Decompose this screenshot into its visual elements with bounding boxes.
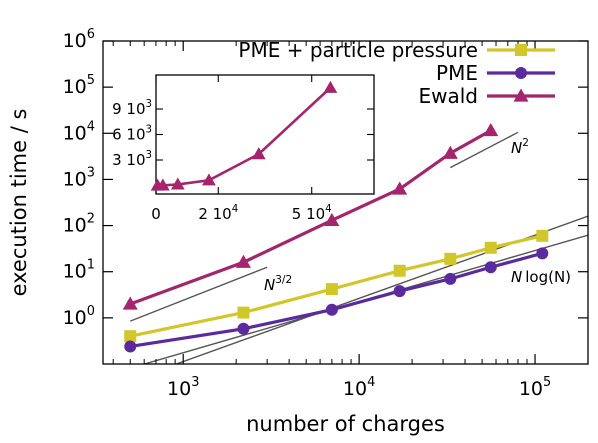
data-point [122,296,138,310]
legend-marker [513,88,529,102]
legend-marker [515,44,527,56]
y-tick-label: 103 [63,165,95,190]
y-tick-label: 106 [63,27,95,52]
inset-data-point [251,147,266,160]
inset-y-tick-label: 6 103 [112,125,152,144]
data-point [442,145,458,159]
data-point [393,285,406,298]
inset-x-tick-label: 0 [151,205,161,223]
data-point [237,306,250,319]
inset-data-point [155,178,170,191]
y-tick-label: 102 [63,212,95,237]
legend-label: PME + particle pressure [238,38,478,62]
inset-data-point [170,177,185,190]
legend-entry: PME + particle pressure [238,38,555,62]
data-point [325,283,338,296]
legend-label: PME [436,61,478,85]
inset-series [150,80,338,191]
x-axis-title: number of charges [246,412,445,436]
legend-marker [515,67,527,79]
inset-x-tick-label: 2 104 [198,204,238,223]
legend-label: Ewald [418,84,478,108]
data-point [484,261,497,274]
series-0 [124,229,549,343]
data-point [235,254,251,268]
reference-line-label: N3/2 [264,274,292,294]
y-tick-label: 104 [63,119,95,144]
data-point [444,252,457,265]
data-point [124,340,137,353]
data-point [444,272,457,285]
inset-data-point [202,173,216,186]
data-point [536,247,549,260]
legend-entry: Ewald [418,84,555,108]
series-line [130,251,543,349]
data-point [393,264,406,277]
data-point [392,181,408,195]
y-tick-label: 105 [63,73,95,98]
data-point [325,303,338,316]
series-2 [122,122,499,310]
data-point [124,330,137,343]
data-point [237,322,250,335]
inset-y-tick-label: 9 103 [112,99,152,118]
series-1 [124,247,549,353]
axes: 103 104 105 100 101 102 103 104 105 106 [63,27,588,400]
reference-line-1 [129,266,268,322]
x-tick-label: 103 [167,375,199,400]
x-tick-label: 105 [519,375,551,400]
x-tick-label: 104 [343,375,375,400]
legend-entry: PME [436,61,555,85]
y-tick-label: 100 [63,304,95,329]
inset-x-tick-label: 5 104 [292,204,332,223]
reference-line-0 [450,131,519,169]
data-point [324,212,340,226]
series-line [129,129,492,306]
y-tick-label: 101 [63,258,95,283]
data-point [483,122,499,137]
data-point [536,229,549,242]
series-layer [122,122,549,353]
y-axis-title: execution time / s [7,109,31,297]
inset-y-tick-label: 3 103 [112,150,152,169]
inset-data-point [323,80,338,93]
inset-chart: 0 2 104 5 104 3 103 6 103 9 103 [112,74,375,223]
reference-line-label: N2 [511,137,529,157]
data-point [484,241,497,254]
inset-frame [155,74,375,195]
plot-frame [102,40,589,365]
